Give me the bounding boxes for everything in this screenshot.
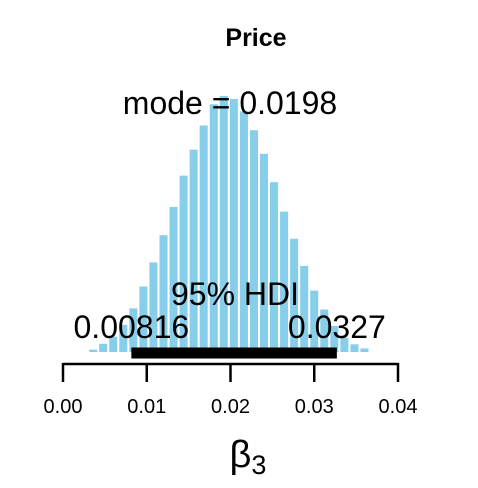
histogram-bar (190, 150, 198, 352)
x-tick-label: 0.03 (295, 396, 334, 418)
x-axis: 0.00 0.01 0.02 0.03 0.04 (44, 363, 418, 418)
hdi-high-label: 0.0327 (288, 309, 386, 345)
histogram-bar (350, 344, 358, 352)
histogram-bar (89, 350, 97, 352)
x-axis-label-symbol: β (230, 434, 252, 476)
x-tick-label: 0.00 (44, 396, 83, 418)
histogram-bar (200, 125, 208, 352)
histogram-bar (360, 348, 368, 352)
histogram-bar (270, 182, 278, 352)
histogram-bar (240, 111, 248, 352)
x-tick-label: 0.04 (379, 396, 418, 418)
histogram-bar (230, 99, 238, 352)
x-tick-label: 0.01 (127, 396, 166, 418)
x-tick-label: 0.02 (211, 396, 250, 418)
hdi-label: 95% HDI (171, 276, 299, 312)
histogram-bar (220, 96, 228, 352)
histogram-bar (260, 154, 268, 352)
hdi-low-label: 0.00816 (74, 309, 190, 345)
x-axis-label-subscript: 3 (251, 450, 266, 480)
mode-label: mode = 0.0198 (123, 85, 337, 121)
histogram-bar (250, 130, 258, 352)
x-axis-label: β3 (230, 434, 267, 480)
chart-title: Price (225, 24, 286, 52)
histogram-bar (210, 104, 218, 352)
